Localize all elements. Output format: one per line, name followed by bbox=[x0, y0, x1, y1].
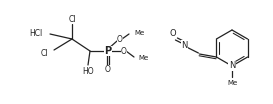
Text: O: O bbox=[169, 30, 176, 38]
Text: Cl: Cl bbox=[68, 14, 76, 24]
Text: N: N bbox=[181, 40, 188, 50]
Text: HO: HO bbox=[82, 66, 94, 76]
Text: O: O bbox=[121, 46, 127, 56]
Text: N: N bbox=[229, 61, 235, 71]
Text: Me: Me bbox=[138, 55, 148, 61]
Text: Me: Me bbox=[227, 80, 237, 86]
Text: O: O bbox=[117, 35, 123, 43]
Text: Cl: Cl bbox=[40, 48, 48, 58]
Text: O: O bbox=[105, 66, 111, 74]
Text: Me: Me bbox=[134, 30, 144, 36]
Text: HCl: HCl bbox=[29, 28, 42, 38]
Text: P: P bbox=[105, 46, 112, 56]
